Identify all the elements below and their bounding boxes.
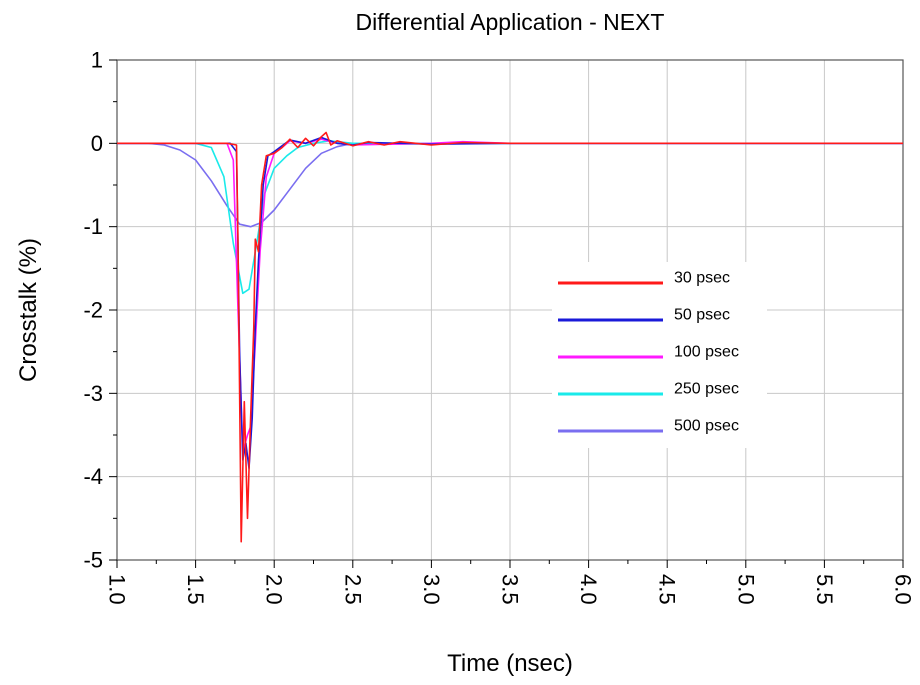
x-axis-label: Time (nsec) xyxy=(447,650,573,677)
x-tick-label: 1.0 xyxy=(105,574,130,605)
legend-label-500-psec: 500 psec xyxy=(674,418,739,435)
x-tick-label: 2.5 xyxy=(340,574,365,605)
legend: 30 psec 50 psec 100 psec 250 psec 500 psec xyxy=(552,262,767,448)
x-axis: 1.0 1.5 2.0 2.5 3.0 3.5 4.0 4.5 5.0 5.5 6.0 xyxy=(105,560,916,605)
legend-background xyxy=(552,262,767,448)
series-line-30-psec xyxy=(117,131,903,543)
x-tick-label: 4.0 xyxy=(576,574,601,605)
series-line-500-psec xyxy=(117,142,903,228)
x-tick-label: 5.0 xyxy=(733,574,758,605)
x-tick-label: 6.0 xyxy=(891,574,916,605)
x-tick-label: 3.5 xyxy=(498,574,523,605)
y-axis: 1 0 -1 -2 -3 -4 -5 xyxy=(83,48,117,573)
legend-label-250-psec: 250 psec xyxy=(674,381,739,398)
x-tick-label: 2.0 xyxy=(262,574,287,605)
y-tick-label: -2 xyxy=(83,298,103,323)
y-tick-label: -5 xyxy=(83,548,103,573)
legend-label-50-psec: 50 psec xyxy=(674,307,730,324)
y-axis-label: Crosstalk (%) xyxy=(15,238,42,382)
legend-label-30-psec: 30 psec xyxy=(674,270,730,287)
y-tick-label: -4 xyxy=(83,464,103,489)
y-tick-label: -1 xyxy=(83,214,103,239)
legend-label-100-psec: 100 psec xyxy=(674,344,739,361)
x-tick-label: 1.5 xyxy=(183,574,208,605)
x-tick-label: 4.5 xyxy=(655,574,680,605)
y-tick-label: 1 xyxy=(91,48,103,73)
y-tick-label: 0 xyxy=(91,131,103,156)
x-tick-label: 3.0 xyxy=(419,574,444,605)
y-tick-label: -3 xyxy=(83,381,103,406)
chart-title: Differential Application - NEXT xyxy=(356,9,665,35)
series-layer xyxy=(117,131,903,543)
grid xyxy=(117,60,903,560)
x-tick-label: 5.5 xyxy=(812,574,837,605)
